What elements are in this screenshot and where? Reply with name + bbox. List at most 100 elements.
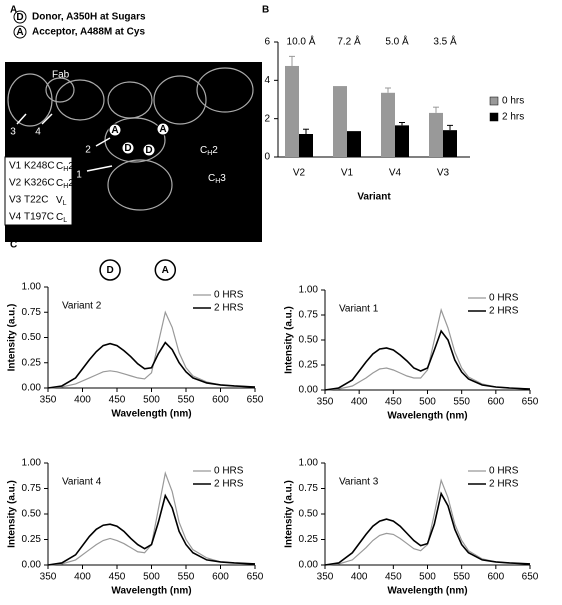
x-tick-label: 450 bbox=[109, 572, 126, 583]
x-tick-label: 400 bbox=[74, 395, 91, 406]
y-tick-label: 0.00 bbox=[299, 560, 319, 571]
bar bbox=[381, 92, 395, 157]
domain-label-main: C bbox=[200, 145, 207, 156]
x-tick-label: V1 bbox=[341, 168, 354, 179]
protein-ribbons bbox=[7, 67, 254, 211]
y-axis-label-sub: A bbox=[250, 112, 259, 118]
x-tick-label: V3 bbox=[437, 168, 450, 179]
bar bbox=[443, 130, 457, 157]
y-axis-label-part: I bbox=[247, 118, 258, 121]
bar bbox=[285, 65, 299, 157]
x-tick-label: 650 bbox=[522, 572, 539, 583]
legend-symbol-circle bbox=[13, 25, 27, 39]
dye-label: D bbox=[124, 143, 131, 154]
arrow-number: 3 bbox=[10, 127, 16, 138]
y-tick-label: 1.00 bbox=[299, 458, 319, 469]
domain-label-main: C bbox=[208, 173, 215, 184]
bar bbox=[347, 131, 361, 157]
distance-label: 3.5 Å bbox=[433, 35, 457, 48]
bar bbox=[333, 86, 347, 157]
y-tick-label: 1.00 bbox=[22, 282, 42, 293]
legend-text: Acceptor, A488M at Cys bbox=[32, 27, 145, 38]
x-tick-label: 650 bbox=[522, 397, 539, 408]
y-tick-label: 0.50 bbox=[299, 335, 319, 346]
x-axis-label: Wavelength (nm) bbox=[111, 409, 191, 420]
x-tick-label: 450 bbox=[385, 572, 402, 583]
arrow bbox=[16, 113, 27, 125]
legend-swatch bbox=[489, 112, 499, 122]
variant-table-box bbox=[4, 156, 73, 226]
x-tick-label: 550 bbox=[453, 572, 470, 583]
chart-title: Variant 1 bbox=[339, 304, 379, 315]
y-tick-label: 0.75 bbox=[22, 307, 42, 318]
x-tick-label: 450 bbox=[385, 397, 402, 408]
y-tick-label: 0.75 bbox=[299, 483, 319, 494]
table-cell: T197C bbox=[24, 212, 54, 223]
y-axis-label: Intensity (a.u.) bbox=[284, 306, 295, 374]
spectrum-line bbox=[47, 493, 256, 566]
arrow-number: 2 bbox=[85, 145, 91, 156]
chart-title: Variant 2 bbox=[62, 301, 102, 312]
y-tick-label: 0 bbox=[264, 152, 270, 163]
table-cell-main: C bbox=[56, 161, 63, 172]
legend-label: 0 HRS bbox=[489, 293, 519, 304]
dye-label: A bbox=[111, 125, 118, 136]
x-tick-label: 650 bbox=[247, 395, 264, 406]
bar bbox=[299, 134, 313, 157]
x-tick-label: V2 bbox=[293, 168, 306, 179]
x-tick-label: 400 bbox=[351, 397, 368, 408]
y-tick-label: 0.25 bbox=[22, 534, 42, 545]
legend-label: 2 HRS bbox=[489, 479, 519, 490]
x-axis-label: Variant bbox=[357, 192, 391, 203]
y-tick-label: 0.25 bbox=[299, 534, 319, 545]
y-tick-label: 0.50 bbox=[22, 332, 42, 343]
legend-label: 0 HRS bbox=[214, 466, 244, 477]
domain-label: CH2 bbox=[200, 145, 218, 158]
x-axis-label: Wavelength (nm) bbox=[387, 411, 467, 422]
y-tick-label: 0.25 bbox=[299, 360, 319, 371]
y-tick-label: 0.50 bbox=[22, 509, 42, 520]
y-tick-label: 6 bbox=[264, 37, 270, 48]
table-cell: CH2 bbox=[56, 161, 74, 174]
x-tick-label: 550 bbox=[178, 572, 195, 583]
legend-label: 2 HRS bbox=[214, 303, 244, 314]
legend-label: 0 HRS bbox=[489, 466, 519, 477]
x-tick-label: 400 bbox=[74, 572, 91, 583]
table-cell-main: C bbox=[56, 178, 63, 189]
x-axis-label: Wavelength (nm) bbox=[111, 586, 191, 597]
x-tick-label: 350 bbox=[40, 395, 57, 406]
domain-label-after: 2 bbox=[212, 145, 218, 156]
spectrum-line bbox=[324, 329, 531, 391]
x-tick-label: 600 bbox=[487, 572, 504, 583]
x-tick-label: V4 bbox=[389, 168, 402, 179]
table-cell: CL bbox=[56, 212, 67, 225]
x-tick-label: 550 bbox=[453, 397, 470, 408]
x-tick-label: 500 bbox=[143, 572, 160, 583]
table-cell: K248C bbox=[24, 161, 55, 172]
y-axis-label-part: /I bbox=[250, 107, 261, 113]
legend-swatch bbox=[489, 96, 499, 106]
spectrum-line bbox=[47, 341, 256, 389]
y-tick-label: 0.50 bbox=[299, 509, 319, 520]
chart-title: Variant 4 bbox=[62, 477, 102, 488]
chart-title: Variant 3 bbox=[339, 477, 379, 488]
table-cell-after: 2 bbox=[68, 178, 74, 189]
dye-label-circle bbox=[156, 122, 170, 136]
y-axis-label-sub: D bbox=[253, 101, 262, 107]
x-tick-label: 650 bbox=[247, 572, 264, 583]
table-cell-after: 2 bbox=[68, 161, 74, 172]
table-cell: V4 bbox=[9, 212, 22, 223]
table-cell-sub: L bbox=[63, 217, 67, 224]
legend-symbol: A bbox=[16, 27, 23, 38]
band-marker-circle bbox=[154, 259, 177, 281]
spectrum-line bbox=[47, 310, 256, 389]
table-cell: T22C bbox=[24, 195, 48, 206]
arrow bbox=[86, 165, 113, 172]
spectrum-line bbox=[324, 491, 531, 566]
table-cell-sub: H bbox=[63, 166, 68, 173]
y-axis-label: Intensity (a.u.) bbox=[7, 304, 18, 372]
domain-label-sub: H bbox=[215, 178, 220, 185]
domain-label: CH3 bbox=[208, 173, 226, 186]
x-tick-label: 350 bbox=[317, 572, 334, 583]
